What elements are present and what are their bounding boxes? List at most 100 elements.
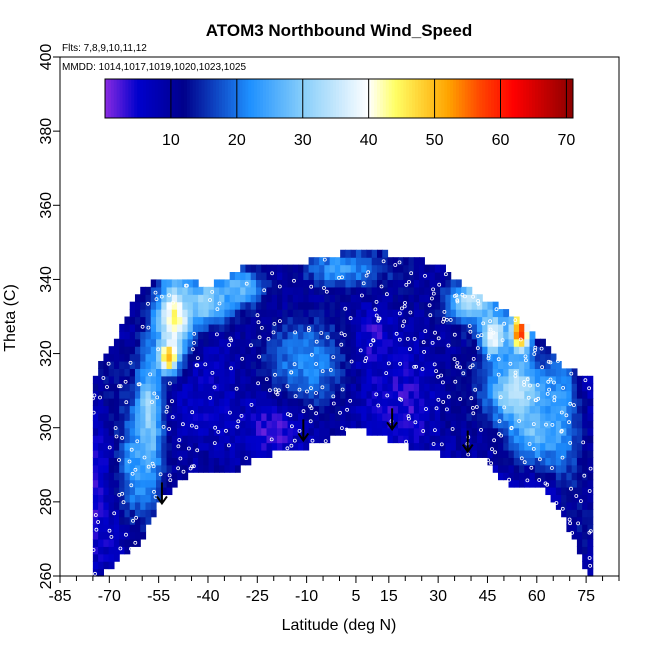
heatmap-cell	[98, 546, 104, 555]
sample-point	[146, 325, 151, 330]
heatmap-cell	[292, 420, 299, 429]
heatmap-cell	[561, 457, 567, 466]
heatmap-cell	[471, 435, 478, 444]
heatmap-cell	[250, 398, 257, 407]
heatmap-cell	[303, 375, 310, 384]
heatmap-cell	[103, 487, 110, 496]
heatmap-cell	[282, 309, 289, 318]
heatmap-cell	[508, 375, 515, 384]
heatmap-cell	[92, 479, 99, 488]
heatmap-cell	[187, 316, 194, 325]
sample-point	[412, 336, 417, 341]
sample-point	[466, 452, 471, 457]
heatmap-cell	[366, 272, 373, 281]
heatmap-cell	[129, 442, 136, 451]
heatmap-cell	[255, 420, 262, 429]
heatmap-cell	[219, 405, 226, 414]
heatmap-cell	[208, 398, 215, 407]
sample-point	[208, 298, 212, 302]
heatmap-cell	[245, 360, 252, 369]
heatmap-cell	[166, 457, 173, 466]
heatmap-cell	[529, 383, 536, 392]
heatmap-cell	[571, 390, 578, 399]
heatmap-cell	[192, 331, 199, 340]
colorbar-segment	[166, 79, 170, 118]
heatmap-cell	[392, 272, 399, 281]
heatmap-cell	[566, 449, 573, 458]
heatmap-cell	[561, 405, 567, 414]
heatmap-cell	[219, 435, 226, 444]
heatmap-cell	[255, 346, 262, 355]
heatmap-cell	[466, 368, 473, 377]
heatmap-cell	[398, 286, 404, 295]
heatmap-cell	[129, 405, 136, 414]
heatmap-cell	[113, 464, 120, 473]
heatmap-cell	[376, 309, 383, 318]
heatmap-cell	[229, 331, 236, 340]
heatmap-cell	[103, 427, 110, 436]
heatmap-cell	[208, 405, 215, 414]
heatmap-cell	[582, 449, 589, 458]
sample-point	[424, 407, 428, 411]
heatmap-cell	[161, 412, 168, 421]
colorbar-segment	[540, 79, 545, 118]
heatmap-cell	[192, 383, 199, 392]
heatmap-cell	[208, 442, 215, 451]
heatmap-cell	[361, 368, 368, 377]
heatmap-cell	[250, 264, 257, 273]
heatmap-cell	[376, 398, 383, 407]
colorbar-segment	[374, 79, 378, 118]
sample-point	[436, 374, 441, 379]
heatmap-cell	[524, 390, 531, 399]
heatmap-cell	[455, 427, 462, 436]
heatmap-cell	[261, 323, 268, 332]
heatmap-cell	[134, 405, 141, 414]
heatmap-cell	[108, 457, 115, 466]
heatmap-cell	[208, 420, 215, 429]
heatmap-cell	[108, 427, 115, 436]
heatmap-cell	[298, 338, 304, 347]
sample-point	[146, 464, 151, 469]
heatmap-cell	[403, 405, 410, 414]
heatmap-cell	[303, 264, 310, 273]
heatmap-cell	[234, 412, 241, 421]
heatmap-cell	[240, 375, 247, 384]
heatmap-cell	[350, 375, 357, 384]
heatmap-cell	[324, 286, 331, 295]
colorbar-segment	[420, 79, 425, 118]
heatmap-cell	[171, 309, 178, 318]
colorbar-segment	[219, 79, 223, 118]
heatmap-cell	[140, 368, 147, 377]
heatmap-cell	[582, 524, 589, 533]
sample-point	[526, 395, 531, 400]
heatmap-cell	[350, 390, 357, 399]
heatmap-cell	[413, 360, 420, 369]
heatmap-cell	[334, 257, 341, 266]
heatmap-cell	[140, 531, 147, 540]
heatmap-cell	[250, 353, 257, 362]
heatmap-cell	[229, 457, 236, 466]
heatmap-cell	[187, 412, 194, 421]
heatmap-cell	[450, 412, 457, 421]
heatmap-cell	[282, 323, 289, 332]
heatmap-cell	[240, 442, 247, 451]
heatmap-cell	[171, 338, 178, 347]
heatmap-cell	[277, 331, 283, 340]
heatmap-cell	[182, 316, 189, 325]
heatmap-cell	[566, 427, 573, 436]
sample-point	[408, 310, 413, 315]
heatmap-cell	[419, 398, 425, 407]
colorbar-segment	[286, 79, 290, 118]
heatmap-cell	[177, 427, 183, 436]
heatmap-cell	[292, 375, 299, 384]
heatmap-cell	[376, 323, 383, 332]
heatmap-cell	[366, 331, 373, 340]
heatmap-cell	[224, 316, 231, 325]
heatmap-cell	[466, 412, 473, 421]
heatmap-cell	[466, 316, 473, 325]
heatmap-cell	[303, 435, 310, 444]
heatmap-cell	[366, 420, 373, 429]
heatmap-cell	[219, 442, 226, 451]
heatmap-cell	[108, 346, 115, 355]
heatmap-cell	[587, 472, 594, 481]
